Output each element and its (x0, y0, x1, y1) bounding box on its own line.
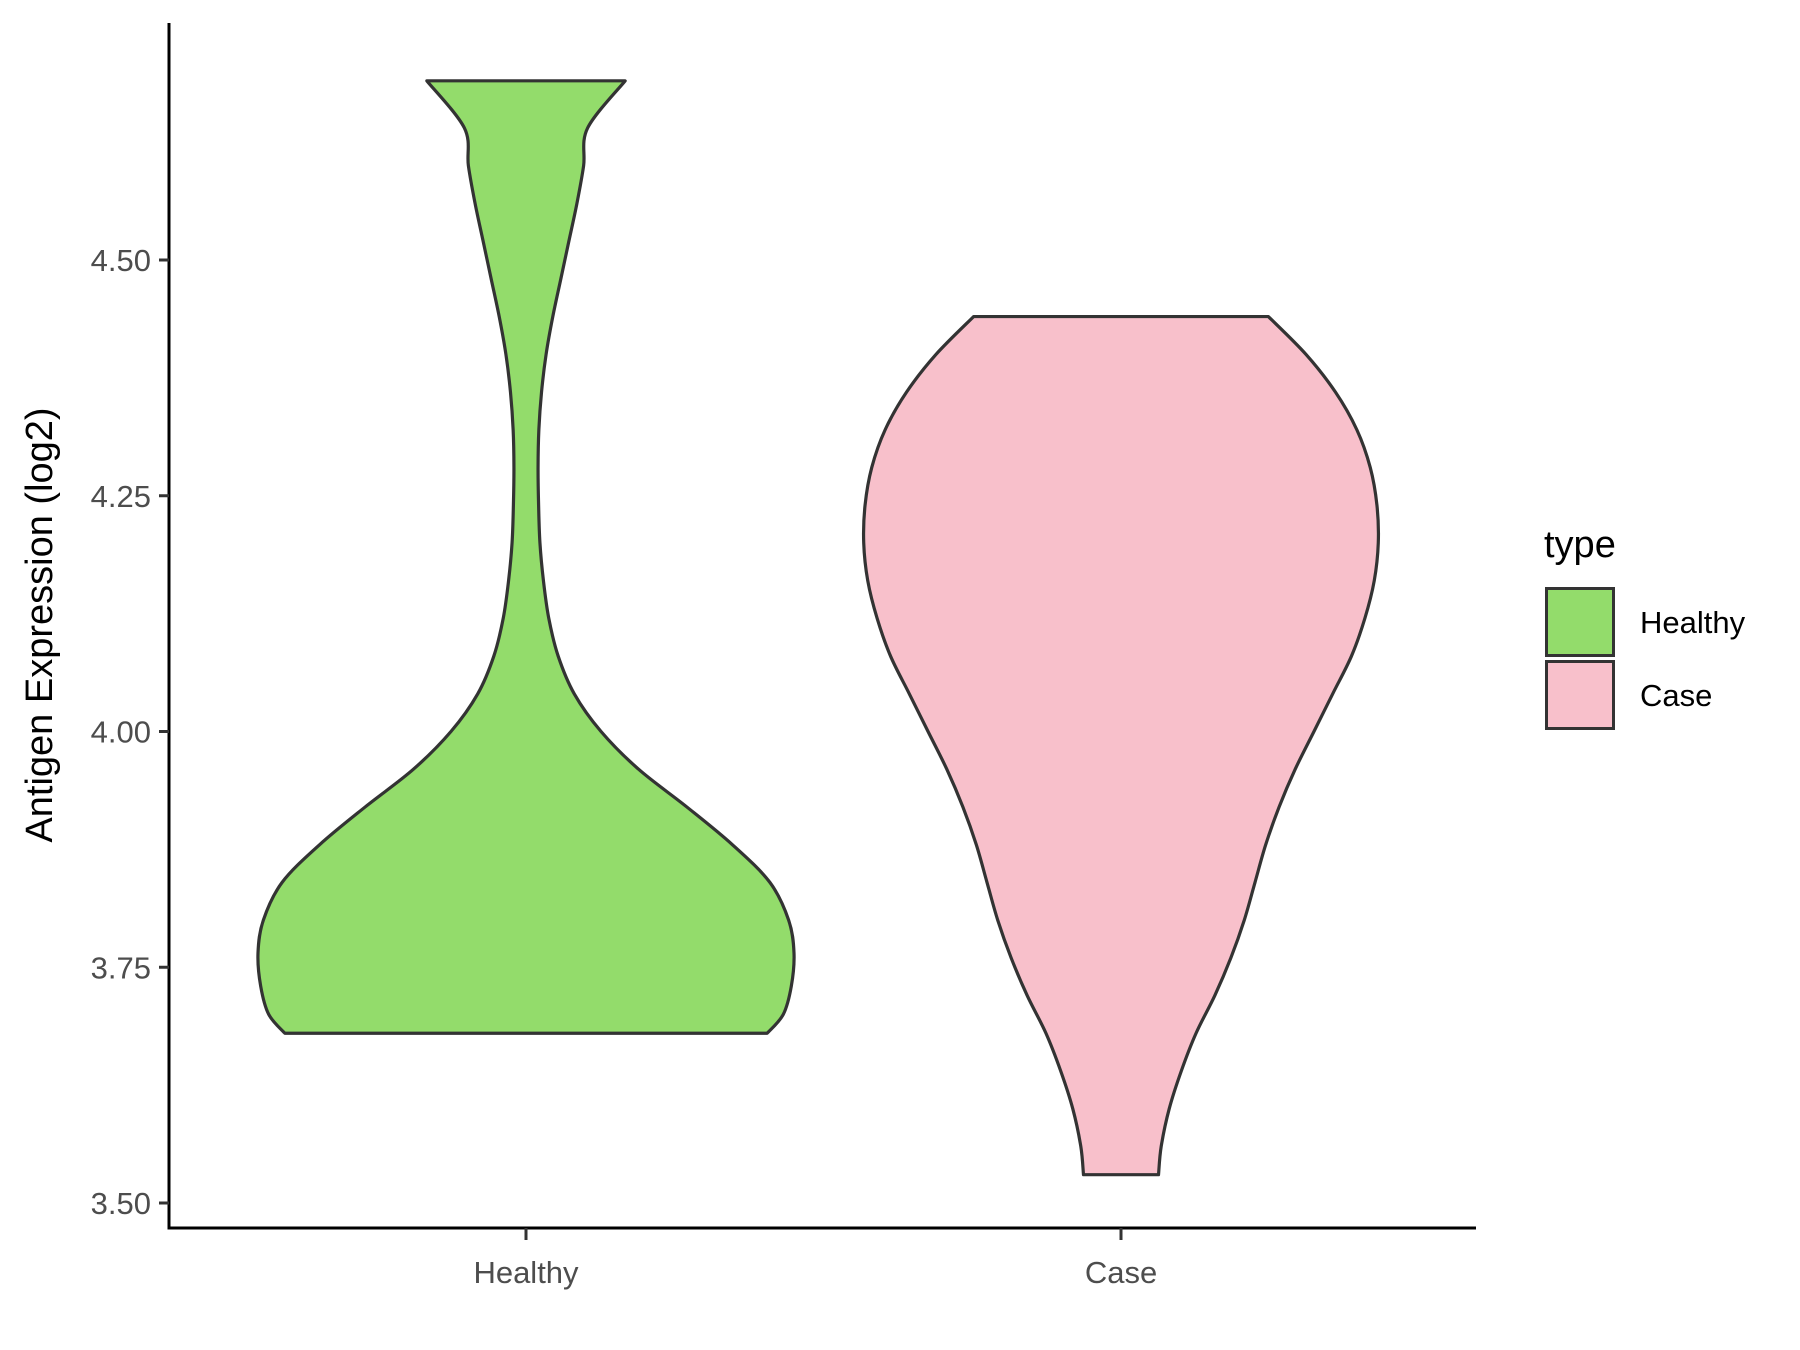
y-axis-title: Antigen Expression (log2) (19, 407, 61, 842)
violin-case (861, 314, 1381, 1177)
legend-title: type (1544, 524, 1616, 566)
legend: type Healthy Case (1544, 524, 1746, 730)
y-tick-label: 3.50 (91, 1186, 151, 1221)
violin-healthy (256, 79, 796, 1035)
legend-label-healthy: Healthy (1640, 605, 1746, 640)
y-tick-label: 4.50 (91, 243, 151, 278)
legend-key-healthy (1545, 587, 1615, 657)
x-tick-label: Healthy (473, 1255, 579, 1290)
legend-key-case (1545, 660, 1615, 730)
x-tick-group: Healthy Case (473, 1228, 1157, 1290)
y-tick-label: 4.00 (91, 715, 151, 750)
legend-label-case: Case (1640, 678, 1712, 713)
y-tick-label: 4.25 (91, 479, 151, 514)
y-tick-label: 3.75 (91, 950, 151, 985)
axes-group (167, 23, 1476, 1230)
y-tick-group: 3.50 3.75 4.00 4.25 4.50 (91, 243, 169, 1221)
x-tick-label: Case (1085, 1255, 1157, 1290)
violin-group (256, 79, 1381, 1177)
